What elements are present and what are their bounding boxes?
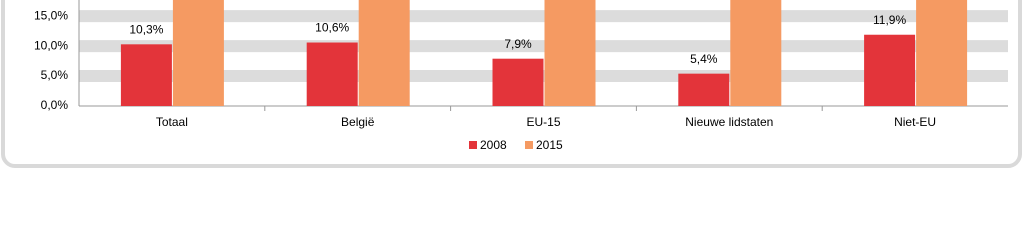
y-tick-label: 0,0%: [41, 98, 69, 112]
legend-swatch: [469, 141, 477, 149]
page: {"chart_data": {"type": "bar", "categori…: [1, 0, 1022, 168]
bar: [544, 0, 596, 106]
y-tick-label: 10,0%: [34, 38, 68, 52]
value-label: 10,6%: [315, 21, 349, 35]
x-tick-label: Totaal: [156, 115, 188, 129]
x-tick-label: EU-15: [526, 115, 560, 129]
legend-label: 2008: [480, 138, 507, 152]
value-label: 10,3%: [129, 22, 163, 36]
value-label: 7,9%: [504, 37, 532, 51]
y-tick-label: 15,0%: [34, 8, 68, 22]
legend-label: 2015: [536, 138, 563, 152]
x-tick-label: Niet-EU: [894, 115, 936, 129]
y-tick-label: 5,0%: [41, 68, 69, 82]
bar: [306, 42, 358, 106]
bar: [678, 73, 730, 106]
bar: [916, 0, 968, 106]
value-label: 11,9%: [873, 13, 906, 27]
value-label: 5,4%: [690, 52, 718, 66]
x-tick-label: Nieuwe lidstaten: [685, 115, 773, 129]
bar: [120, 44, 172, 106]
bar: [730, 0, 782, 106]
legend-swatch: [525, 141, 533, 149]
x-tick-label: België: [341, 115, 375, 129]
bar: [492, 58, 544, 106]
bar: [864, 34, 916, 106]
bar: [358, 0, 410, 106]
bar: [172, 0, 224, 106]
chart: 0,0% 5,0% 10,0% 15,0% 10,3% Totaal 10,6% België…: [1, 0, 1022, 168]
